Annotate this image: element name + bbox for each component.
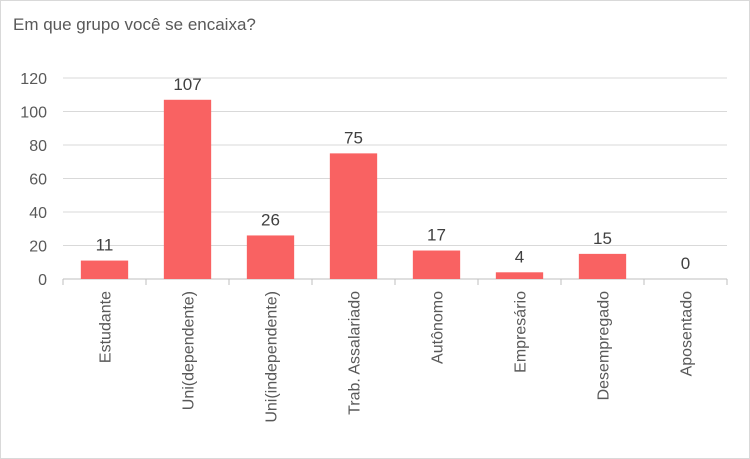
data-label: 17 xyxy=(427,226,446,245)
bar xyxy=(578,253,627,279)
y-tick-label: 20 xyxy=(29,239,47,256)
y-tick-label: 80 xyxy=(29,138,47,155)
category-label: Empresário xyxy=(513,291,530,373)
category-label: Uni(independente) xyxy=(264,291,281,423)
category-label: Trab. Assalariado xyxy=(347,291,364,415)
y-tick-label: 0 xyxy=(38,272,47,289)
bar xyxy=(329,153,378,279)
category-label: Estudante xyxy=(98,291,115,363)
bar xyxy=(80,260,129,279)
category-label: Desempregado xyxy=(596,291,613,401)
y-tick-label: 60 xyxy=(29,172,47,189)
data-label: 11 xyxy=(96,236,114,255)
category-label: Aposentado xyxy=(679,291,696,377)
category-label: Uni(dependente) xyxy=(181,291,198,410)
data-label: 0 xyxy=(681,254,690,273)
data-label: 26 xyxy=(261,210,280,229)
bar xyxy=(246,235,295,279)
y-tick-label: 120 xyxy=(20,71,47,88)
data-label: 107 xyxy=(173,75,201,94)
chart-title: Em que grupo você se encaixa? xyxy=(13,15,256,34)
bar xyxy=(412,250,461,279)
bar xyxy=(495,272,544,279)
data-label: 15 xyxy=(593,229,612,248)
bar xyxy=(163,99,212,280)
y-tick-label: 100 xyxy=(20,105,47,122)
category-label: Autônomo xyxy=(430,291,447,364)
data-label: 75 xyxy=(344,128,363,147)
y-tick-label: 40 xyxy=(29,205,47,222)
data-label: 4 xyxy=(515,247,524,266)
